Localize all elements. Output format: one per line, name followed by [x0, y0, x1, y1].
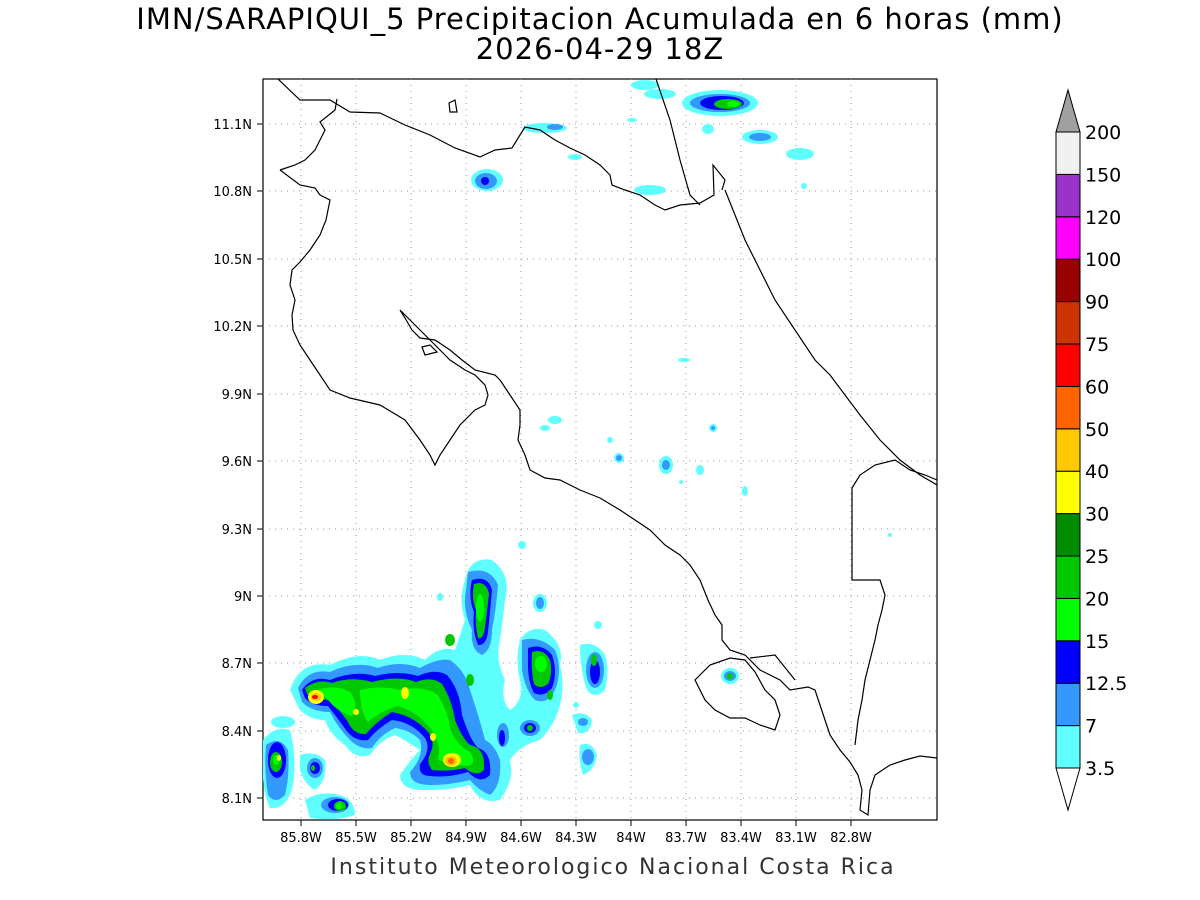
colorbar-swatch [1055, 258, 1081, 303]
map-subtitle: 2026-04-29 18Z [475, 32, 725, 66]
colorbar-swatch [1055, 513, 1081, 557]
colorbar-arrow-bottom [1055, 767, 1081, 812]
colorbar-label: 25 [1085, 546, 1109, 568]
colorbar-label: 60 [1085, 376, 1109, 398]
colorbar-label: 15 [1085, 631, 1109, 653]
colorbar-swatch [1055, 555, 1081, 599]
lat-label: 9.9N [222, 388, 252, 403]
colorbar-label: 3.5 [1085, 758, 1115, 780]
colorbar-swatch [1055, 597, 1081, 642]
lat-labels: 11.1N 10.8N 10.5N 10.2N 9.9N 9.6N 9.3N 9… [213, 118, 252, 807]
credit-footer: Instituto Meteorologico Nacional Costa R… [330, 855, 896, 880]
colorbar-arrow-top [1055, 88, 1081, 133]
coastlines [277, 79, 937, 817]
colorbar-label: 30 [1085, 504, 1109, 526]
colorbar-label: 100 [1085, 249, 1121, 271]
colorbar-swatch [1055, 640, 1081, 684]
axis-ticks [257, 123, 852, 826]
lon-label: 84.3W [555, 831, 597, 846]
lat-label: 11.1N [213, 118, 252, 133]
lon-label: 84.9W [445, 831, 487, 846]
colorbar-swatch [1055, 301, 1081, 345]
lon-label: 85.5W [335, 831, 377, 846]
colorbar-label: 7 [1085, 716, 1097, 738]
colorbar: 3.5 7 12.5 15 20 25 30 40 50 60 75 90 100 120 150 200 [1055, 88, 1127, 812]
colorbar-swatch [1055, 725, 1081, 769]
colorbar-swatch [1055, 216, 1081, 260]
lat-label: 9.3N [222, 523, 252, 538]
map-title: IMN/SARAPIQUI_5 Precipitacion Acumulada … [136, 2, 1064, 36]
colorbar-swatch [1055, 385, 1081, 430]
lat-label: 9N [234, 590, 252, 605]
colorbar-swatch [1055, 428, 1081, 472]
lon-label: 85.8W [280, 831, 322, 846]
lat-label: 9.6N [222, 455, 252, 470]
rain-cell-north [523, 80, 814, 195]
colorbar-swatch [1055, 682, 1081, 727]
colorbar-label: 150 [1085, 164, 1121, 186]
lon-label: 85.2W [390, 831, 432, 846]
lat-label: 8.4N [222, 725, 252, 740]
lon-labels: 85.8W 85.5W 85.2W 84.9W 84.6W 84.3W 84W … [280, 831, 872, 846]
rain-cell-lake-nicaragua [471, 169, 503, 191]
lat-label: 10.5N [213, 253, 252, 268]
colorbar-label: 50 [1085, 419, 1109, 441]
colorbar-swatch [1055, 131, 1081, 175]
lat-label: 8.1N [222, 792, 252, 807]
lon-label: 83.1W [775, 831, 817, 846]
colorbar-label: 40 [1085, 461, 1109, 483]
colorbar-label: 90 [1085, 292, 1109, 314]
precipitation-layer [263, 80, 892, 820]
colorbar-swatch [1055, 343, 1081, 387]
colorbar-label: 20 [1085, 588, 1109, 610]
colorbar-label: 120 [1085, 207, 1121, 229]
lon-label: 82.8W [830, 831, 872, 846]
colorbar-swatch [1055, 470, 1081, 515]
colorbar-label: 12.5 [1085, 673, 1127, 695]
colorbar-label: 200 [1085, 122, 1121, 144]
lon-label: 84W [616, 831, 646, 846]
lat-label: 8.7N [222, 657, 252, 672]
lat-label: 10.2N [213, 320, 252, 335]
rain-cells-pacific [263, 559, 608, 820]
lon-label: 83.4W [720, 831, 762, 846]
colorbar-label: 75 [1085, 334, 1109, 356]
lon-label: 84.6W [500, 831, 542, 846]
colorbar-swatch [1055, 173, 1081, 218]
lon-label: 83.7W [665, 831, 707, 846]
rain-cells-central [518, 358, 892, 684]
lat-label: 10.8N [213, 185, 252, 200]
